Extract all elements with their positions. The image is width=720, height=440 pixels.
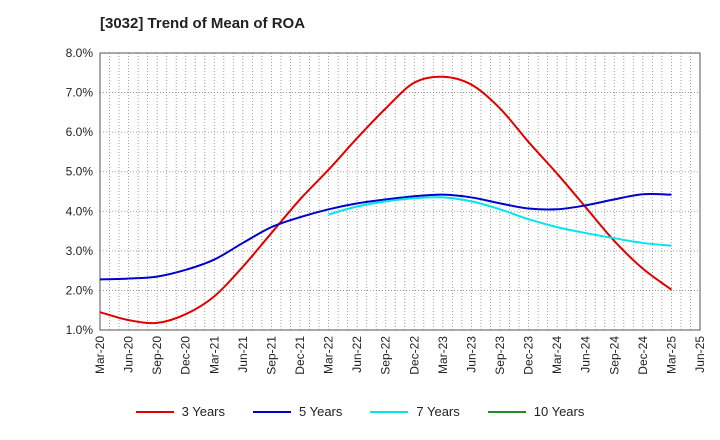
legend-label: 10 Years: [533, 404, 585, 419]
series-line-7-years: [328, 196, 672, 247]
x-tick-label: Sep-20: [150, 336, 164, 375]
y-tick-label: 5.0%: [66, 165, 94, 179]
y-axis: 1.0% 2.0% 3.0% 4.0% 5.0% 6.0% 7.0% 8.0%: [66, 46, 94, 337]
series-line-5-years: [99, 192, 672, 281]
x-tick-label: Sep-21: [264, 336, 278, 375]
x-tick-label: Sep-23: [493, 336, 507, 375]
x-tick-label: Jun-22: [350, 336, 364, 373]
x-tick-label: Jun-24: [579, 336, 593, 373]
x-tick-label: Sep-22: [379, 336, 393, 375]
x-tick-label: Jun-20: [122, 336, 136, 373]
y-tick-label: 7.0%: [66, 86, 94, 100]
x-tick-label: Mar-22: [322, 336, 336, 374]
x-tick-label: Dec-24: [636, 336, 650, 375]
legend: 3 Years 5 Years 7 Years 10 Years: [0, 404, 720, 419]
x-tick-label: Sep-24: [607, 336, 621, 375]
legend-item: 7 Years: [370, 404, 460, 419]
x-tick-label: Jun-23: [464, 336, 478, 373]
legend-label: 5 Years: [299, 404, 343, 419]
series-line-3-years: [99, 75, 673, 325]
x-tick-label: Mar-23: [436, 336, 450, 374]
x-tick-label: Mar-25: [664, 336, 678, 374]
x-tick-label: Dec-20: [179, 336, 193, 375]
y-tick-label: 8.0%: [66, 46, 94, 60]
legend-item: 10 Years: [487, 404, 585, 419]
plot-frame: [99, 52, 701, 331]
series-layer: [99, 75, 673, 325]
x-tick-label: Jun-25: [693, 336, 707, 373]
x-tick-label: Jun-21: [236, 336, 250, 373]
y-tick-label: 1.0%: [66, 323, 94, 337]
x-tick-label: Dec-22: [407, 336, 421, 375]
y-tick-label: 2.0%: [66, 283, 94, 297]
chart-title: [3032] Trend of Mean of ROA: [100, 15, 306, 32]
y-tick-label: 4.0%: [66, 204, 94, 218]
legend-swatch: [487, 410, 526, 413]
legend-label: 7 Years: [416, 404, 460, 419]
x-axis: Mar-20 Jun-20 Sep-20 Dec-20 Mar-21 Jun-21 Sep-…: [93, 336, 707, 375]
grid: [100, 53, 700, 330]
legend-label: 3 Years: [181, 404, 225, 419]
x-tick-label: Dec-21: [293, 336, 307, 375]
x-tick-label: Dec-23: [522, 336, 536, 375]
legend-item: 5 Years: [253, 404, 342, 419]
legend-swatch: [370, 410, 409, 413]
x-tick-label: Mar-24: [550, 336, 564, 374]
legend-swatch: [135, 410, 174, 413]
legend-swatch: [253, 410, 291, 413]
y-tick-label: 3.0%: [66, 244, 94, 258]
x-tick-label: Mar-20: [93, 336, 107, 374]
x-tick-label: Mar-21: [207, 336, 221, 374]
legend-item: 3 Years: [135, 404, 225, 419]
y-tick-label: 6.0%: [66, 125, 94, 139]
